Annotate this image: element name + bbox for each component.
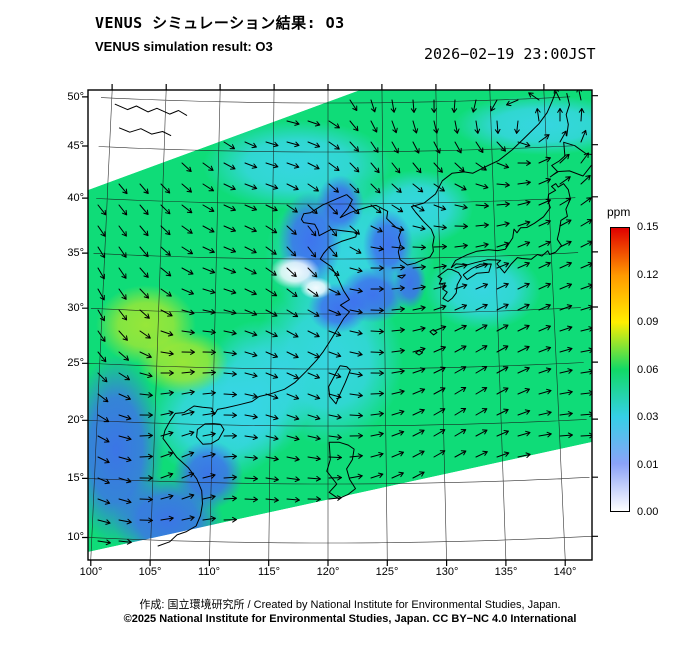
wind-vectors bbox=[97, 90, 592, 546]
lon-tick-label: 135° bbox=[494, 566, 518, 578]
lat-tick-label: 50° bbox=[67, 91, 84, 103]
map-frame bbox=[87, 89, 593, 561]
graticule bbox=[88, 90, 592, 560]
colorbar bbox=[610, 227, 630, 512]
lat-tick-label: 30° bbox=[67, 302, 84, 314]
lon-tick-label: 140° bbox=[553, 566, 577, 578]
lat-tick-label: 40° bbox=[67, 192, 84, 204]
lat-tick-label: 20° bbox=[67, 414, 84, 426]
colorbar-tick-label: 0.01 bbox=[637, 459, 659, 471]
lat-tick-label: 15° bbox=[67, 472, 84, 484]
colorbar-tick-label: 0.03 bbox=[637, 411, 659, 423]
lat-tick-label: 10° bbox=[67, 531, 84, 543]
lat-tick-label: 25° bbox=[67, 357, 84, 369]
axis-ticks bbox=[82, 84, 598, 566]
lat-tick-label: 45° bbox=[67, 140, 84, 152]
colorbar-tick-label: 0.12 bbox=[637, 269, 659, 281]
page-title-english: VENUS simulation result: O3 bbox=[95, 39, 273, 54]
lon-tick-label: 105° bbox=[138, 566, 162, 578]
lat-tick-label: 35° bbox=[67, 247, 84, 259]
lon-tick-label: 125° bbox=[375, 566, 399, 578]
lon-tick-label: 130° bbox=[435, 566, 459, 578]
colorbar-tick-label: 0.15 bbox=[637, 221, 659, 233]
page-title-japanese: VENUS シミュレーション結果: O3 bbox=[95, 14, 345, 32]
simulation-map bbox=[82, 84, 598, 566]
timestamp-label: 2026−02−19 23:00JST bbox=[424, 45, 596, 63]
colorbar-unit-label: ppm bbox=[607, 205, 631, 219]
credit-line: 作成: 国立環境研究所 / Created by National Instit… bbox=[139, 599, 561, 611]
lon-tick-label: 100° bbox=[79, 566, 103, 578]
lon-tick-label: 115° bbox=[258, 566, 280, 578]
colorbar-tick-label: 0.00 bbox=[637, 506, 659, 518]
lon-tick-label: 120° bbox=[316, 566, 340, 578]
lon-tick-label: 110° bbox=[198, 566, 220, 578]
license-line: ©2025 National Institute for Environment… bbox=[123, 613, 577, 625]
map-layers bbox=[88, 90, 592, 560]
coastlines bbox=[114, 91, 592, 547]
colorbar-tick-label: 0.06 bbox=[637, 364, 659, 376]
colorbar-tick-label: 0.09 bbox=[637, 316, 659, 328]
